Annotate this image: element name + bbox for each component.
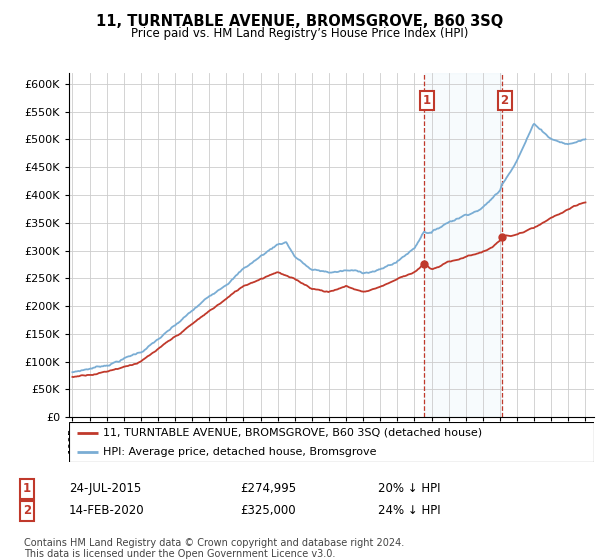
Bar [424,73,502,417]
Text: £325,000: £325,000 [240,504,296,517]
Text: 2: 2 [500,94,509,107]
Text: Price paid vs. HM Land Registry’s House Price Index (HPI): Price paid vs. HM Land Registry’s House … [131,27,469,40]
Text: 20% ↓ HPI: 20% ↓ HPI [378,482,440,496]
Text: 11, TURNTABLE AVENUE, BROMSGROVE, B60 3SQ: 11, TURNTABLE AVENUE, BROMSGROVE, B60 3S… [97,14,503,29]
Text: 1: 1 [422,94,431,107]
Text: 14-FEB-2020: 14-FEB-2020 [69,504,145,517]
Text: Contains HM Land Registry data © Crown copyright and database right 2024.
This d: Contains HM Land Registry data © Crown c… [24,538,404,559]
Text: 2: 2 [23,504,31,517]
Text: 24-JUL-2015: 24-JUL-2015 [69,482,141,496]
Text: 1: 1 [23,482,31,496]
Text: HPI: Average price, detached house, Bromsgrove: HPI: Average price, detached house, Brom… [103,446,377,456]
Text: £274,995: £274,995 [240,482,296,496]
Text: 24% ↓ HPI: 24% ↓ HPI [378,504,440,517]
Text: 11, TURNTABLE AVENUE, BROMSGROVE, B60 3SQ (detached house): 11, TURNTABLE AVENUE, BROMSGROVE, B60 3S… [103,428,482,438]
